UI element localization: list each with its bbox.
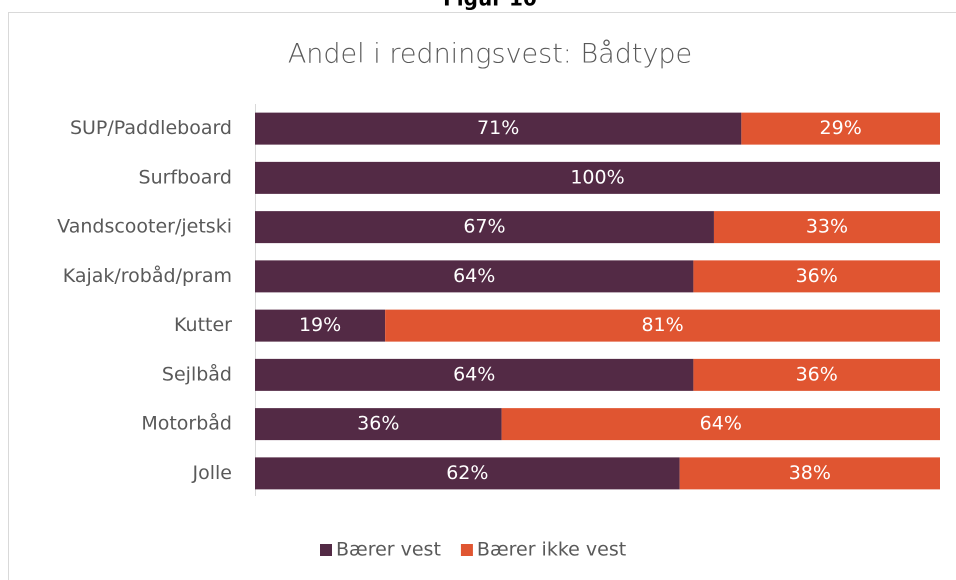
chart-title: Andel i redningsvest: Bådtype [288,39,692,70]
legend-swatch [460,544,473,556]
bar-segment [255,260,694,293]
data-label: 64% [700,413,742,435]
legend-label: Bærer vest [336,539,441,561]
data-label: 64% [453,363,495,385]
bar-segment [255,112,742,145]
figure-label: Figur 10 [443,0,537,11]
data-label: 29% [820,117,862,139]
data-label: 71% [477,117,519,139]
bar-segment [713,211,940,244]
data-label: 100% [570,166,624,188]
data-label: 19% [299,314,341,336]
y-tick-label: Jolle [192,462,232,484]
bar-segment [255,309,386,342]
chart-border [8,12,956,580]
bar-segment [255,358,694,391]
bar-segment [255,161,940,194]
bar-segment [693,358,940,391]
bar-segment [255,211,714,244]
data-label: 36% [796,265,838,287]
y-tick-label: Motorbåd [141,412,232,435]
data-label: 81% [641,314,683,336]
y-tick-label: Vandscooter/jetski [57,216,232,238]
bar-segment [693,260,940,293]
y-tick-label: SUP/Paddleboard [70,117,232,139]
data-label: 33% [806,216,848,238]
data-label: 62% [446,462,488,484]
bar-segment [255,457,680,490]
data-label: 36% [796,363,838,385]
data-label: 67% [463,216,505,238]
y-tick-label: Sejlbåd [162,362,232,385]
bar-segment [741,112,940,145]
legend-swatch [320,544,332,556]
data-label: 36% [357,413,399,435]
bar-segment [679,457,940,490]
data-label: 38% [789,462,831,484]
bar-segment [501,408,940,441]
bar-segment [255,408,502,441]
data-label: 64% [453,265,495,287]
bar-segment [385,309,940,342]
y-tick-label: Kutter [174,314,232,336]
legend-label: Bærer ikke vest [477,539,626,561]
y-tick-label: Kajak/robåd/pram [63,264,232,287]
y-tick-label: Surfboard [139,166,232,188]
